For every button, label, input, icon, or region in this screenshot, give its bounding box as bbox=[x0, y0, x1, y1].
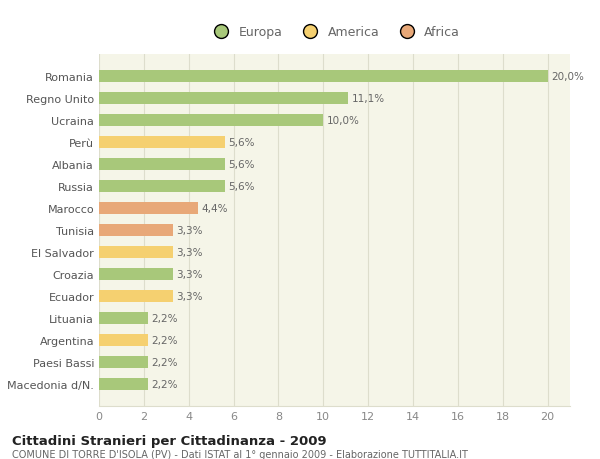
Text: 5,6%: 5,6% bbox=[228, 182, 254, 192]
Text: COMUNE DI TORRE D'ISOLA (PV) - Dati ISTAT al 1° gennaio 2009 - Elaborazione TUTT: COMUNE DI TORRE D'ISOLA (PV) - Dati ISTA… bbox=[12, 449, 468, 459]
Bar bbox=[99, 356, 148, 368]
Bar bbox=[99, 269, 173, 280]
Bar bbox=[99, 71, 548, 83]
Text: 10,0%: 10,0% bbox=[326, 116, 359, 126]
Bar bbox=[99, 159, 224, 171]
Text: 3,3%: 3,3% bbox=[176, 291, 203, 302]
Text: 5,6%: 5,6% bbox=[228, 160, 254, 170]
Text: 2,2%: 2,2% bbox=[152, 379, 178, 389]
Bar bbox=[99, 246, 173, 258]
Bar bbox=[99, 115, 323, 127]
Text: 5,6%: 5,6% bbox=[228, 138, 254, 148]
Legend: Europa, America, Africa: Europa, America, Africa bbox=[209, 26, 460, 39]
Text: 2,2%: 2,2% bbox=[152, 313, 178, 324]
Bar bbox=[99, 334, 148, 347]
Bar bbox=[99, 181, 224, 193]
Bar bbox=[99, 291, 173, 302]
Bar bbox=[99, 203, 197, 215]
Text: 2,2%: 2,2% bbox=[152, 357, 178, 367]
Bar bbox=[99, 224, 173, 237]
Bar bbox=[99, 93, 348, 105]
Bar bbox=[99, 313, 148, 325]
Text: 4,4%: 4,4% bbox=[201, 204, 227, 214]
Text: 11,1%: 11,1% bbox=[352, 94, 385, 104]
Text: Cittadini Stranieri per Cittadinanza - 2009: Cittadini Stranieri per Cittadinanza - 2… bbox=[12, 434, 326, 447]
Text: 3,3%: 3,3% bbox=[176, 247, 203, 257]
Text: 3,3%: 3,3% bbox=[176, 269, 203, 280]
Text: 3,3%: 3,3% bbox=[176, 226, 203, 235]
Bar bbox=[99, 137, 224, 149]
Bar bbox=[99, 378, 148, 390]
Text: 20,0%: 20,0% bbox=[551, 72, 584, 82]
Text: 2,2%: 2,2% bbox=[152, 336, 178, 345]
